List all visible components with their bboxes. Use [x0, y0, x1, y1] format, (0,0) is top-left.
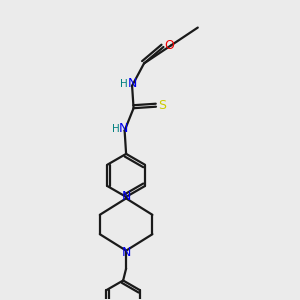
Text: N: N — [128, 77, 137, 90]
Text: N: N — [122, 246, 131, 259]
Text: H: H — [120, 79, 128, 89]
Text: N: N — [122, 190, 131, 203]
Text: O: O — [164, 39, 174, 52]
Text: S: S — [158, 99, 166, 112]
Text: H: H — [112, 124, 119, 134]
Text: N: N — [118, 122, 128, 135]
